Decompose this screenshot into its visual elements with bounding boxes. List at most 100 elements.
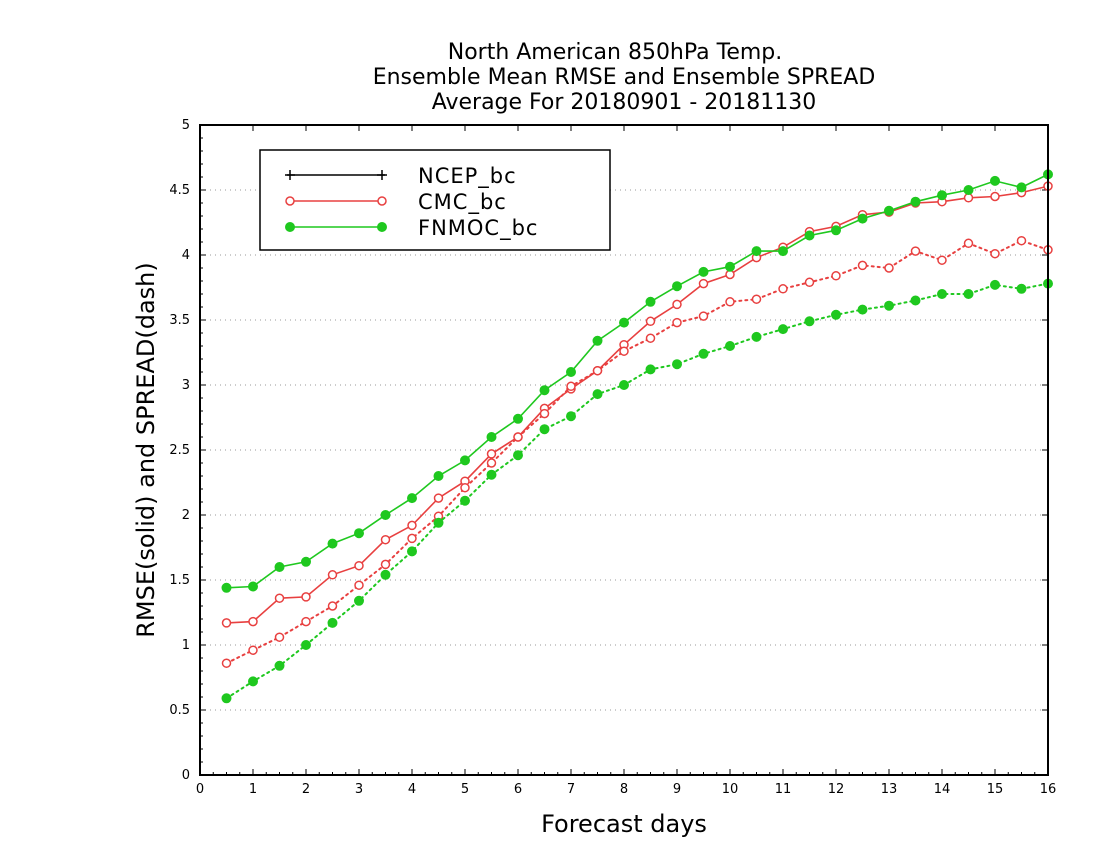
data-point (327, 538, 338, 549)
data-point (857, 213, 868, 224)
data-point (539, 385, 550, 396)
data-point (884, 205, 894, 216)
legend-marker-left (285, 222, 295, 232)
y-tick-label: 4.5 (169, 183, 190, 198)
data-point (274, 660, 285, 671)
data-point (751, 246, 762, 257)
data-point (804, 230, 815, 241)
data-point (725, 341, 735, 351)
data-point (698, 348, 709, 359)
data-point (698, 278, 709, 289)
legend-label: NCEP_bc (418, 164, 517, 189)
data-point (407, 493, 417, 504)
data-point (221, 658, 232, 668)
legend-marker-left (285, 196, 295, 206)
data-point (221, 693, 232, 704)
data-point (354, 580, 364, 590)
data-point (910, 246, 921, 256)
x-tick-label: 3 (355, 782, 363, 797)
data-point (327, 601, 338, 611)
x-tick-label: 0 (196, 782, 204, 797)
legend-marker-left (285, 170, 295, 180)
y-tick-label: 1 (182, 638, 190, 653)
data-point (672, 281, 682, 292)
data-point (301, 640, 311, 650)
data-point (831, 225, 841, 236)
data-point (513, 432, 523, 442)
series-fnmoc-bc-rmse (221, 169, 1053, 593)
plot-frame (199, 124, 1049, 776)
data-point (486, 432, 497, 442)
data-point (513, 413, 523, 424)
title-line-2: Ensemble Mean RMSE and Ensemble SPREAD (373, 65, 876, 90)
data-point (592, 389, 603, 400)
x-tick-label: 6 (514, 782, 522, 797)
x-axis-ticks: 0 1 2 3 4 5 6 7 8 9 10 11 12 13 14 15 16 (196, 125, 1056, 797)
data-point (327, 570, 338, 580)
data-point (884, 263, 894, 273)
legend-marker-right (377, 196, 387, 206)
series-fnmoc-bc-spread (221, 278, 1053, 704)
data-point (248, 616, 258, 627)
data-point (1016, 182, 1027, 193)
legend-entry-ncep-bc: NCEP_bc (285, 164, 517, 189)
data-point (698, 266, 709, 277)
y-tick-label: 0 (182, 768, 190, 783)
data-point (937, 190, 947, 201)
data-point (513, 450, 523, 461)
data-point (380, 510, 391, 520)
data-point (831, 309, 841, 320)
data-point (1016, 283, 1027, 294)
data-point (645, 316, 656, 327)
data-point (910, 295, 921, 306)
y-tick-label: 5 (182, 118, 190, 133)
data-point (566, 411, 576, 422)
x-tick-label: 5 (461, 782, 469, 797)
data-point (619, 380, 629, 390)
series-layer (221, 169, 1053, 704)
data-point (539, 408, 550, 419)
x-tick-label: 11 (775, 782, 792, 797)
data-point (248, 581, 258, 592)
data-point (645, 333, 656, 343)
data-point (460, 482, 470, 493)
data-point (460, 455, 470, 466)
x-tick-label: 13 (881, 782, 898, 797)
x-tick-label: 4 (408, 782, 416, 797)
data-point (221, 618, 232, 628)
data-point (963, 238, 974, 249)
title-line-3: Average For 20180901 - 20181130 (432, 90, 817, 115)
data-point (672, 299, 682, 310)
legend-marker-right (377, 170, 387, 180)
y-axis-label: RMSE(solid) and SPREAD(dash) (132, 262, 160, 638)
x-tick-label: 12 (828, 782, 845, 797)
data-point (327, 617, 338, 628)
legend-box (259, 149, 611, 251)
data-point (380, 569, 391, 580)
data-point (486, 449, 497, 459)
grid-lines (200, 189, 1048, 711)
data-point (990, 248, 1000, 259)
data-point (486, 469, 497, 480)
data-point (301, 616, 311, 627)
series-cmc-bc-spread (221, 235, 1053, 668)
x-tick-label: 15 (987, 782, 1004, 797)
data-point (937, 289, 947, 299)
data-point (645, 364, 656, 375)
data-point (804, 277, 815, 288)
data-point (592, 365, 603, 376)
data-point (248, 645, 258, 655)
data-point (301, 592, 311, 602)
data-point (248, 676, 258, 687)
data-point (698, 311, 709, 321)
data-point (380, 559, 391, 570)
data-point (566, 367, 576, 377)
data-point (274, 562, 285, 572)
legend-marker-right (377, 222, 387, 232)
data-point (407, 533, 417, 544)
data-point (804, 316, 815, 327)
y-tick-label: 3.5 (169, 313, 190, 328)
data-point (725, 261, 735, 272)
